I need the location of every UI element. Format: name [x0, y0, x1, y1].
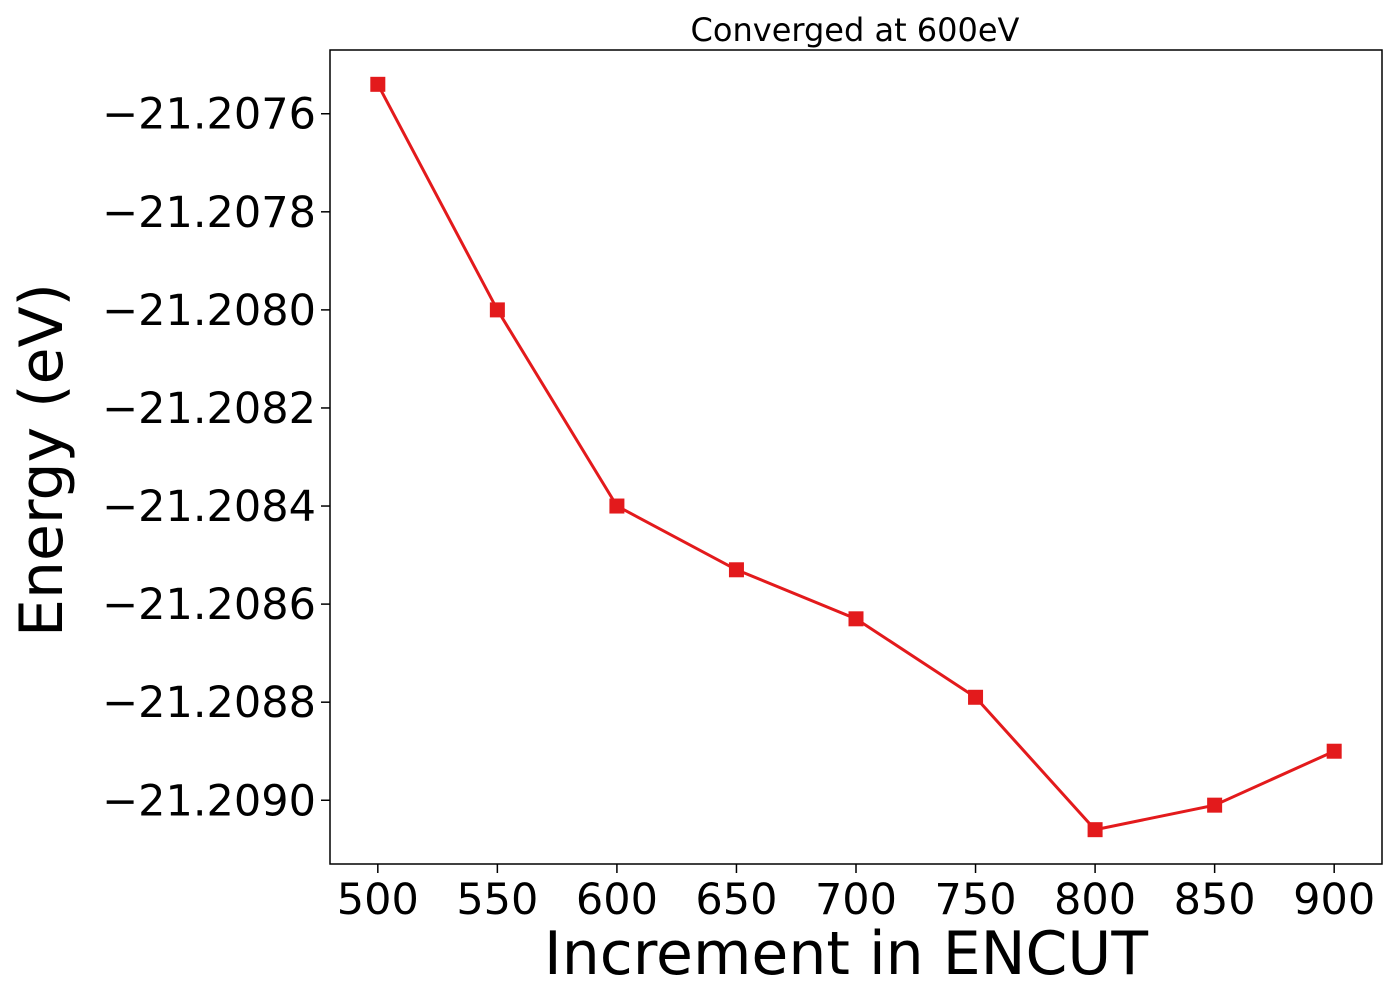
x-tick-label: 900 — [1293, 875, 1375, 925]
y-axis: −21.2076 −21.2078 −21.2080 −21.2082 −21.2084… — [102, 90, 330, 826]
y-axis-label: Energy (eV) — [7, 283, 77, 637]
data-point — [489, 302, 505, 318]
data-point — [609, 498, 625, 514]
x-tick-label: 800 — [1054, 875, 1136, 925]
y-tick-label: −21.2086 — [102, 580, 316, 630]
y-tick-label: −21.2080 — [102, 286, 316, 336]
y-tick-label: −21.2082 — [102, 384, 316, 434]
x-axis: 500 550 600 650 700 750 800 850 900 — [337, 864, 1375, 925]
x-tick-label: 550 — [456, 875, 538, 925]
data-point — [848, 611, 864, 627]
y-tick-label: −21.2088 — [102, 678, 316, 728]
data-point — [1207, 797, 1223, 813]
series-line — [376, 83, 1335, 832]
y-tick-label: −21.2084 — [102, 482, 316, 532]
plot-frame — [329, 49, 1383, 865]
x-axis-label: Increment in ENCUT — [544, 919, 1148, 989]
data-point — [1326, 743, 1342, 759]
y-tick-label: −21.2076 — [102, 90, 316, 140]
x-tick-label: 500 — [337, 875, 419, 925]
x-tick-label: 700 — [815, 875, 897, 925]
x-tick-label: 600 — [576, 875, 658, 925]
y-tick-label: −21.2090 — [102, 776, 316, 826]
y-tick-label: −21.2078 — [102, 188, 316, 238]
x-tick-label: 850 — [1174, 875, 1256, 925]
data-point — [370, 76, 386, 92]
series-layer — [370, 76, 1342, 838]
data-point — [1087, 822, 1103, 838]
x-tick-label: 750 — [935, 875, 1017, 925]
x-tick-label: 650 — [695, 875, 777, 925]
data-point — [968, 689, 984, 705]
chart-title: Converged at 600eV — [691, 11, 1020, 49]
data-point — [728, 562, 744, 578]
